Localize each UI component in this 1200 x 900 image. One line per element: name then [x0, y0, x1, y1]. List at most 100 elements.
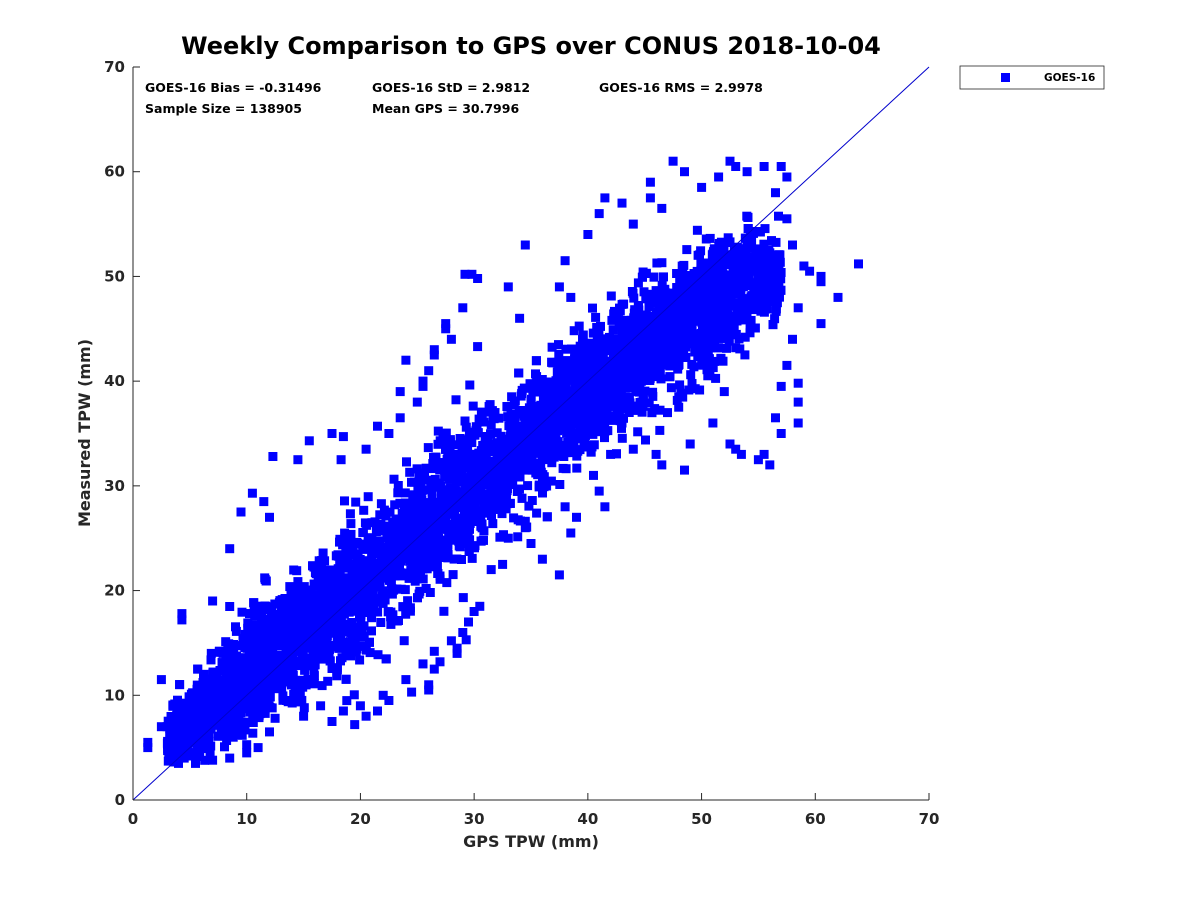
data-point	[492, 428, 502, 438]
data-point	[492, 490, 502, 500]
data-point	[416, 495, 426, 505]
data-point	[586, 355, 596, 365]
data-point	[677, 273, 687, 283]
data-point	[679, 260, 689, 270]
data-point	[546, 398, 556, 408]
data-point	[323, 676, 333, 686]
data-point	[675, 380, 685, 390]
data-point	[251, 620, 261, 630]
data-point	[451, 456, 461, 466]
data-point	[451, 526, 461, 536]
data-point	[347, 630, 357, 640]
data-point	[345, 549, 354, 559]
data-point	[478, 441, 488, 450]
data-point	[511, 437, 521, 447]
data-point	[515, 516, 525, 526]
data-point	[503, 412, 513, 422]
data-point	[624, 408, 634, 417]
data-point	[393, 520, 403, 530]
data-point	[269, 622, 279, 632]
data-point	[291, 609, 301, 619]
data-point	[626, 315, 636, 325]
data-point	[352, 644, 362, 654]
data-point	[592, 322, 602, 332]
data-point	[324, 569, 334, 579]
data-point	[237, 665, 247, 675]
data-point	[163, 740, 172, 749]
data-point	[347, 618, 357, 627]
data-point	[701, 284, 711, 294]
data-point	[687, 319, 697, 329]
data-point	[462, 474, 472, 484]
data-point	[280, 604, 290, 614]
data-point	[561, 344, 571, 354]
data-point	[340, 535, 350, 544]
data-point	[366, 610, 376, 620]
data-point	[421, 543, 431, 553]
data-point	[621, 326, 631, 336]
data-point	[645, 375, 655, 385]
data-point	[234, 659, 244, 668]
data-point	[317, 681, 327, 691]
data-point	[655, 425, 665, 435]
data-point	[641, 435, 650, 445]
data-point	[353, 539, 362, 549]
data-point	[366, 533, 376, 543]
data-point	[619, 397, 629, 407]
data-point	[588, 303, 597, 313]
data-point	[214, 711, 224, 720]
data-point	[584, 402, 594, 412]
data-point	[465, 380, 475, 390]
data-point	[596, 385, 606, 395]
data-point	[403, 596, 413, 606]
data-point	[609, 382, 619, 392]
data-point	[487, 486, 497, 496]
data-point	[531, 356, 541, 366]
data-point	[286, 678, 296, 688]
data-point	[359, 631, 369, 641]
data-point	[423, 443, 433, 453]
data-point	[622, 321, 631, 330]
data-point	[256, 703, 266, 713]
data-point	[705, 311, 715, 321]
data-point	[580, 433, 590, 443]
data-point	[624, 392, 634, 402]
data-point	[362, 542, 372, 552]
data-point	[514, 421, 524, 431]
data-point	[693, 250, 703, 260]
data-point	[670, 289, 680, 299]
data-point	[656, 310, 666, 320]
data-point	[297, 602, 307, 612]
data-point	[311, 569, 321, 579]
data-point	[686, 370, 696, 380]
data-point	[632, 405, 642, 415]
data-point	[569, 396, 579, 406]
data-point	[236, 708, 246, 718]
data-point	[547, 385, 557, 395]
data-point	[547, 342, 557, 352]
data-point	[220, 742, 229, 752]
data-point	[239, 673, 249, 683]
data-point	[474, 513, 484, 523]
data-point	[627, 287, 637, 296]
data-point	[351, 568, 361, 578]
data-point	[443, 540, 453, 550]
data-point	[708, 258, 718, 268]
data-point	[211, 720, 221, 730]
data-point	[332, 568, 342, 578]
data-point	[740, 332, 750, 342]
data-point	[641, 310, 651, 320]
data-point	[606, 367, 615, 377]
data-point	[401, 609, 411, 619]
data-point	[446, 453, 456, 463]
data-point	[713, 301, 723, 311]
data-point	[461, 512, 471, 521]
data-point	[450, 508, 459, 518]
data-point	[430, 474, 440, 484]
data-point	[638, 267, 648, 277]
data-point	[526, 437, 536, 447]
data-point	[370, 517, 380, 527]
data-point	[502, 402, 512, 411]
data-point	[338, 608, 347, 618]
data-point	[287, 698, 297, 708]
